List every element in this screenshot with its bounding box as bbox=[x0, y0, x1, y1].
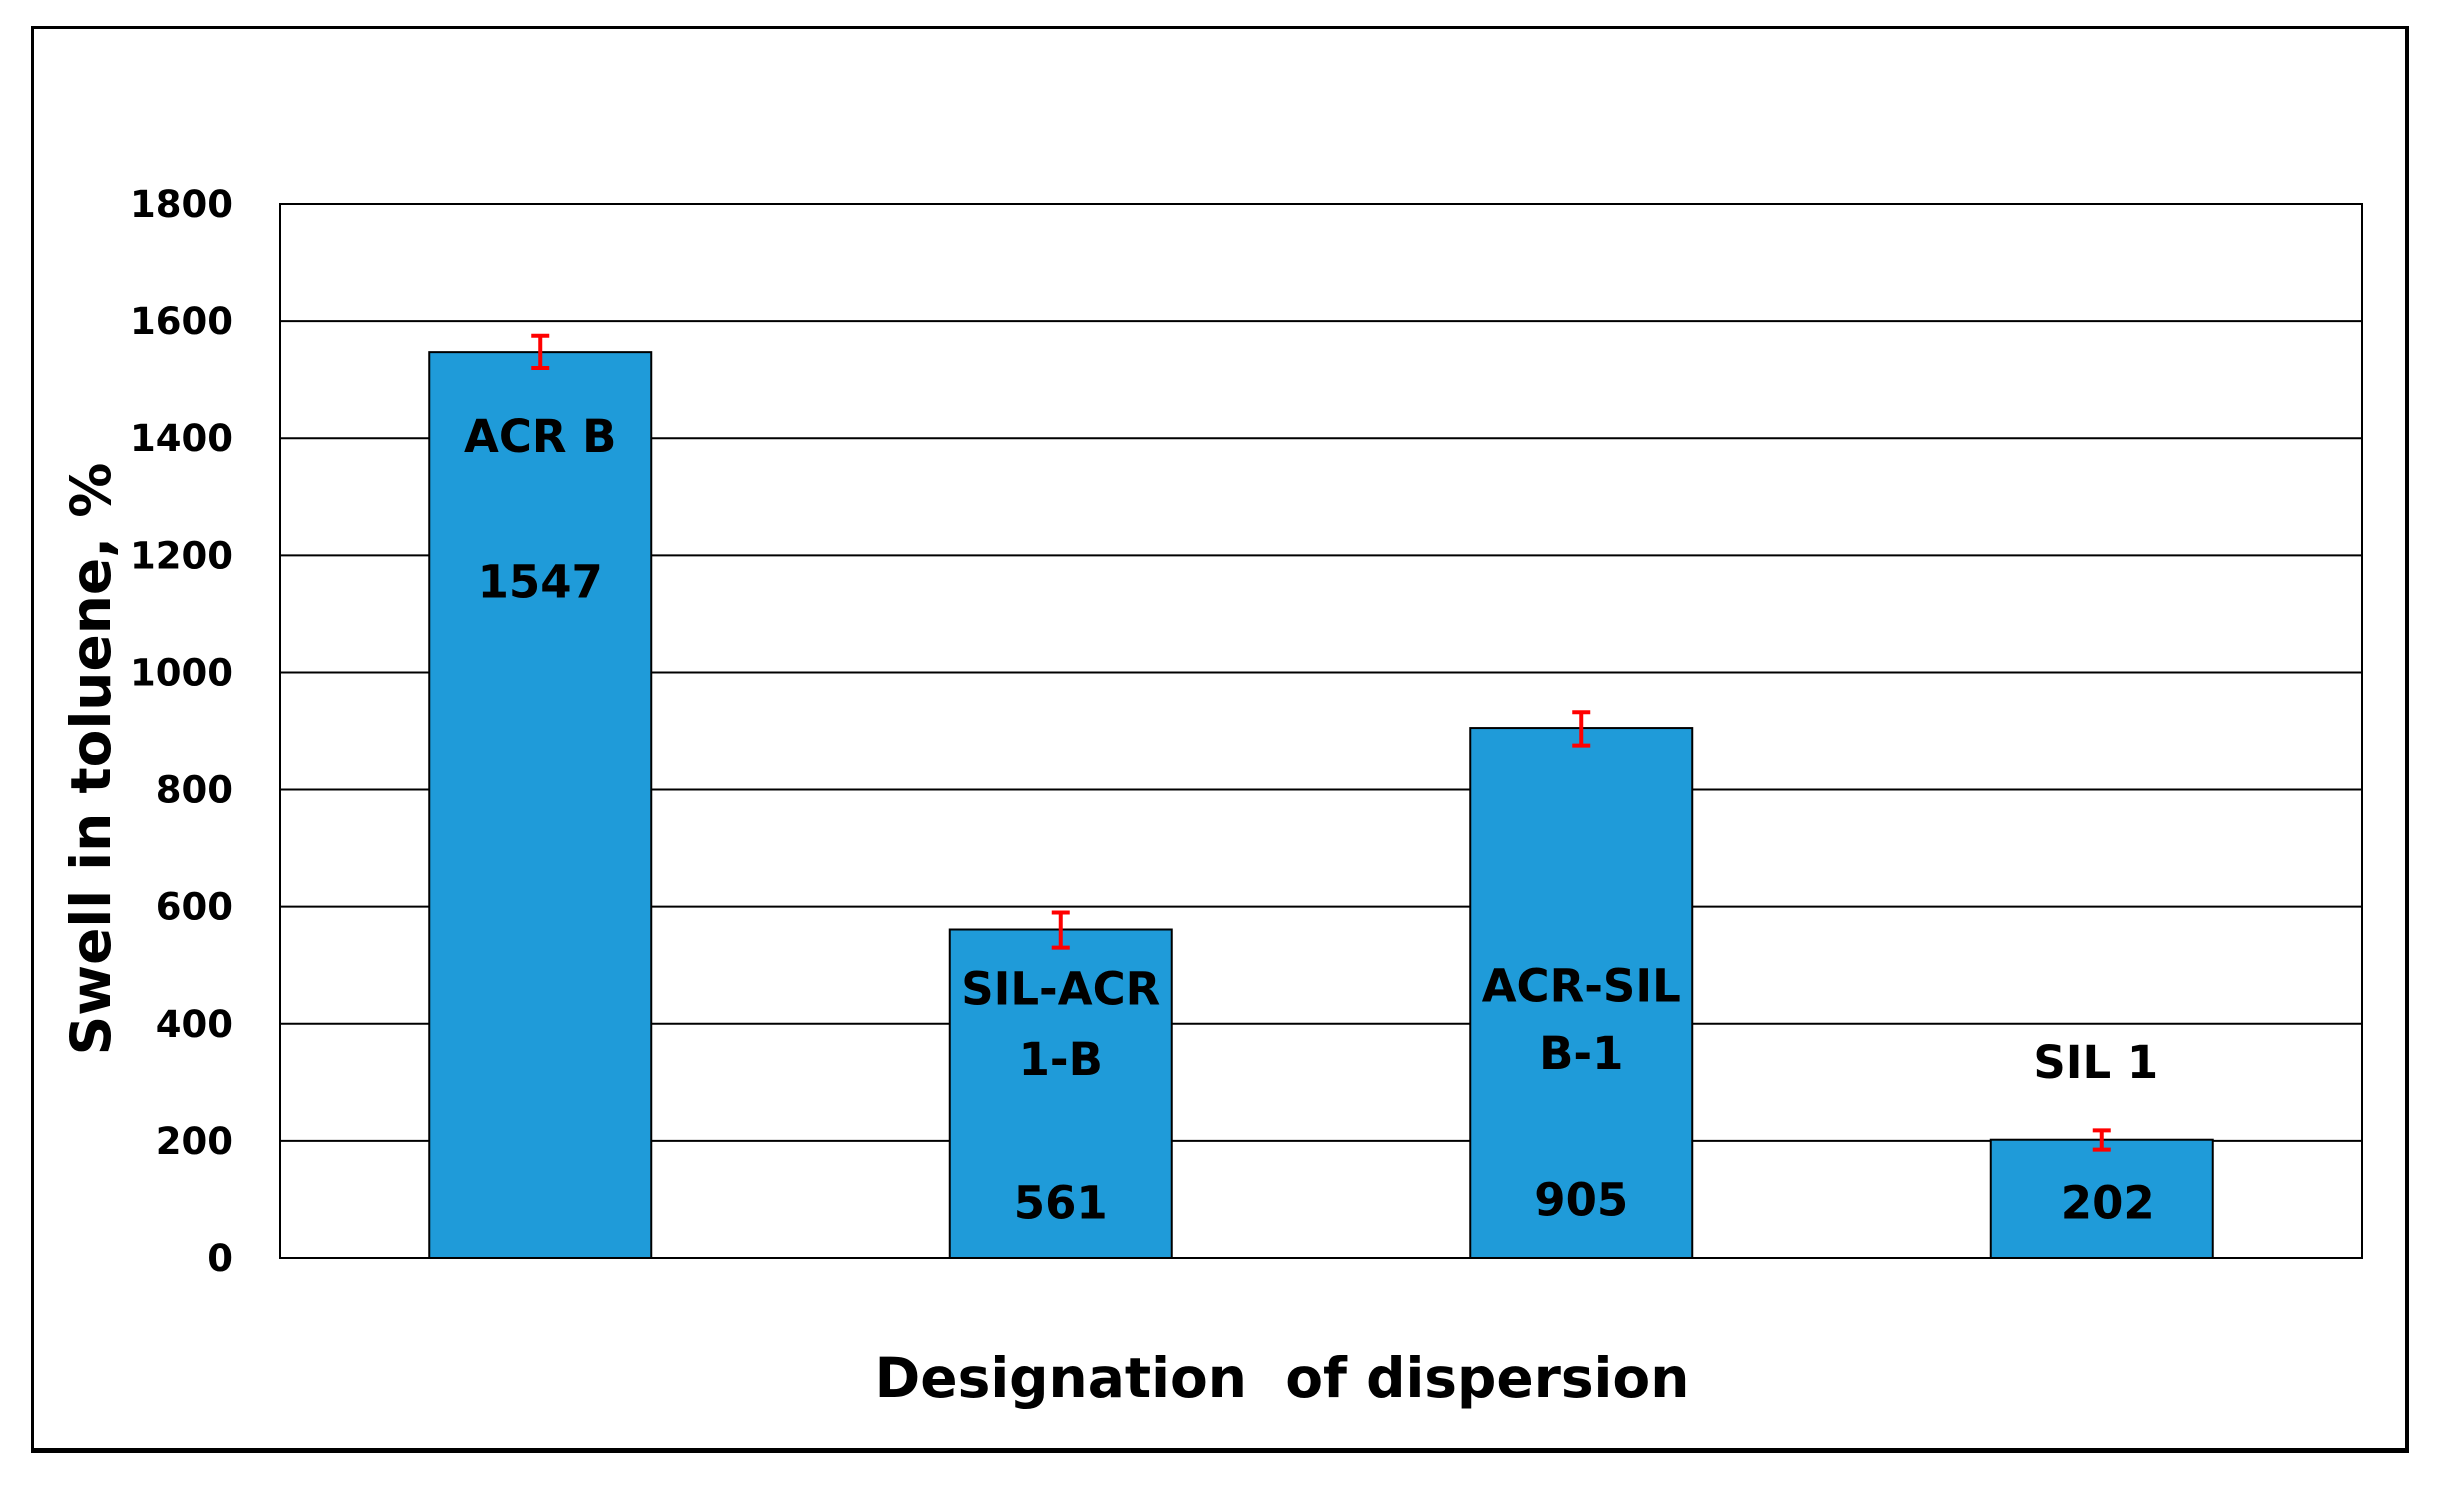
y-tick-label: 800 bbox=[156, 769, 233, 812]
bar bbox=[428, 351, 653, 1259]
bar-value-label: 905 bbox=[1534, 1173, 1628, 1226]
bar-value-label: 1547 bbox=[478, 556, 603, 609]
bar-category-label: SIL-ACR bbox=[961, 963, 1160, 1016]
bar bbox=[1469, 727, 1694, 1259]
bar-value-label: 202 bbox=[2061, 1176, 2155, 1229]
y-tick-label: 1800 bbox=[130, 183, 233, 226]
y-tick-labels: 0 200 400 600 800 1000 1200 1400 1600 1800 bbox=[130, 183, 233, 1280]
bar-category-label: SIL 1 bbox=[2033, 1036, 2158, 1089]
y-tick-label: 1600 bbox=[130, 300, 233, 343]
y-tick-label: 1400 bbox=[130, 417, 233, 460]
y-tick-label: 1000 bbox=[130, 651, 233, 694]
bar-category-label: 1-B bbox=[1019, 1033, 1103, 1086]
bar-category-label: B-1 bbox=[1539, 1027, 1623, 1080]
y-tick-label: 600 bbox=[156, 886, 233, 929]
y-tick-label: 1200 bbox=[130, 534, 233, 577]
plot-area-border bbox=[279, 203, 2363, 1259]
bar bbox=[948, 928, 1173, 1260]
bar bbox=[1989, 1138, 2214, 1259]
bars bbox=[428, 351, 2214, 1260]
y-axis-label: Swell in toluene, % bbox=[59, 463, 123, 1056]
x-axis-label: Designation of dispersion bbox=[875, 1346, 1690, 1410]
bar-category-label: ACR B bbox=[464, 410, 616, 463]
bar-labels: ACR B SIL-ACR 1-B ACR-SIL B-1 SIL 1 1547 561 905… bbox=[464, 410, 2158, 1229]
bar-category-label: ACR-SIL bbox=[1482, 960, 1681, 1013]
error-bars bbox=[531, 333, 2111, 1152]
y-tick-label: 200 bbox=[156, 1120, 233, 1163]
y-tick-label: 400 bbox=[156, 1003, 233, 1046]
y-tick-label: 0 bbox=[207, 1237, 233, 1280]
bar-value-label: 561 bbox=[1014, 1176, 1108, 1229]
